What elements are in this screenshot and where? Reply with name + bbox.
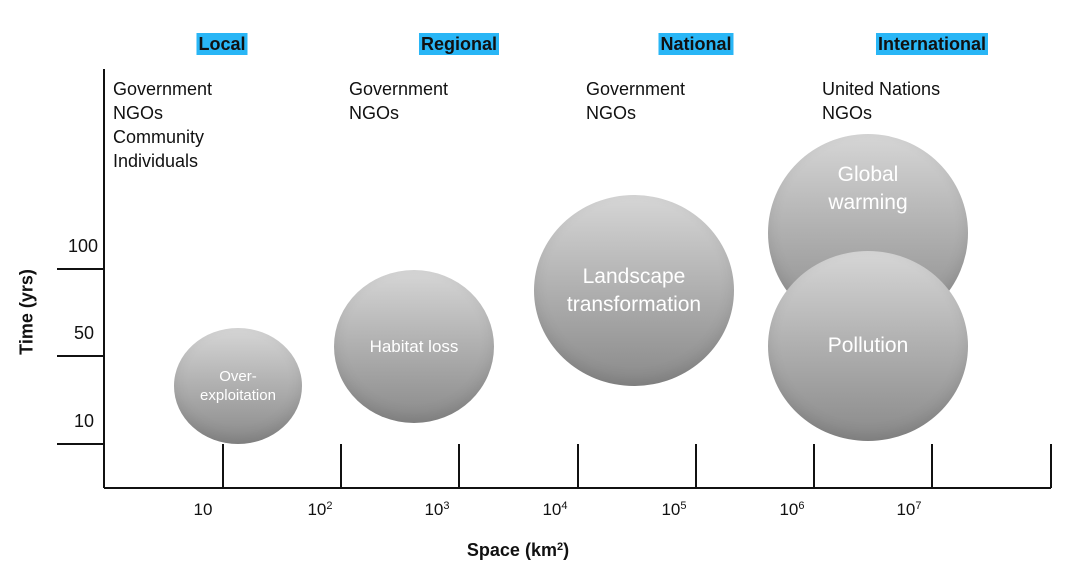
y-tick-label-100: 100 [67,236,98,256]
x-tick-base: 10 [779,500,799,519]
actor-item: United Nations [822,79,941,99]
bubble-habitat-loss: Habitat loss [334,270,494,423]
actors-regional: Government NGOs [349,77,448,125]
actor-item: NGOs [113,103,164,123]
y-tick-label-50: 50 [73,323,94,343]
bubble-pollution: Pollution [768,251,968,441]
x-tick-base: 10 [661,500,681,519]
x-tick-label: 104 [542,500,567,520]
x-tick-label: 102 [307,500,332,520]
x-tick-label: 106 [779,500,804,520]
x-tick-base: 10 [542,500,562,519]
actor-item: NGOs [349,103,400,123]
bubble-label: Habitat loss [369,336,459,356]
x-tick-base: 10 [896,500,916,519]
x-tick-exp: 5 [680,500,687,512]
y-axis-title: Time (yrs) [16,269,37,355]
actor-item: NGOs [822,103,873,123]
x-tick-base: 10 [307,500,327,519]
actors-national: Government NGOs [586,77,685,125]
x-tick-exp: 3 [443,500,450,512]
actor-item: Government [349,79,449,99]
x-tick-label: 105 [661,500,686,520]
bubble-label: Over- exploitation [200,368,276,404]
actors-international: United Nations NGOs [822,77,940,125]
x-axis-title: Space (km2) [467,540,569,561]
bubble-over-exploitation: Over- exploitation [174,328,302,444]
x-axis-title-suffix: ) [563,540,570,560]
x-axis-title-exp: 2 [556,541,564,553]
scale-label-local: Local [196,33,248,55]
bubble-label: Pollution [827,334,909,357]
scale-label-national: National [658,33,734,55]
x-tick-exp: 4 [561,500,568,512]
x-tick-exp: 6 [798,500,805,512]
x-tick-base: 10 [424,500,444,519]
x-tick-base: 10 [193,500,213,519]
bubble-landscape-transformation: Landscape transformation [534,195,734,386]
y-tick-label-10: 10 [73,411,94,431]
x-tick-label: 107 [896,500,921,520]
x-tick-exp: 7 [915,500,922,512]
actor-item: Community [113,127,205,147]
x-axis-title-text: Space (km [466,540,557,560]
actors-local: Government NGOs Community Individuals [113,77,212,173]
actor-item: Government [586,79,686,99]
actor-item: NGOs [586,103,637,123]
x-tick-label: 103 [424,500,449,520]
x-tick-exp: 2 [326,500,333,512]
scale-label-international: International [875,33,989,55]
bubble-label: Global warming [828,163,908,214]
actor-item: Government [113,79,213,99]
actor-item: Individuals [113,151,199,171]
bubble-label: Landscape transformation [566,264,702,316]
x-tick-label: 10 [194,500,213,520]
scale-label-regional: Regional [418,33,500,55]
